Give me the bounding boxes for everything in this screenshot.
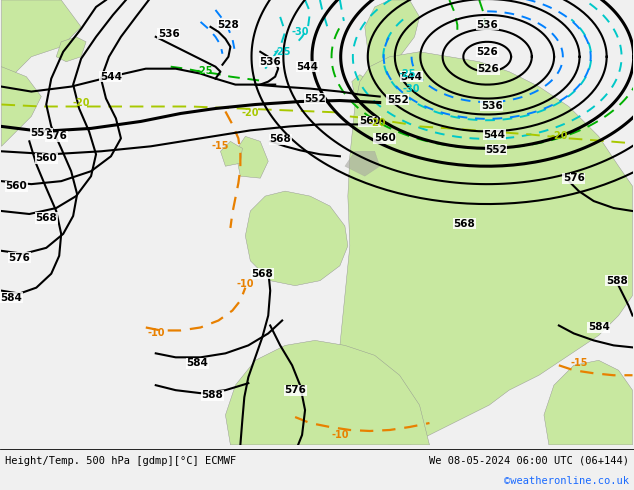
Text: 576: 576 <box>284 385 306 395</box>
Text: 526: 526 <box>476 47 498 57</box>
Text: 584: 584 <box>186 358 209 368</box>
Text: 560: 560 <box>374 133 396 144</box>
Polygon shape <box>544 360 633 445</box>
Polygon shape <box>1 0 81 76</box>
Text: -20: -20 <box>242 108 259 119</box>
Text: -10: -10 <box>331 430 349 440</box>
Text: -20: -20 <box>72 98 90 107</box>
Text: 544: 544 <box>401 72 422 82</box>
Text: -15: -15 <box>212 141 230 151</box>
Text: -10: -10 <box>147 328 164 339</box>
Text: -20: -20 <box>550 131 567 141</box>
Text: 536: 536 <box>481 101 503 111</box>
Polygon shape <box>245 191 348 286</box>
Text: -20: -20 <box>369 119 387 128</box>
Text: -30: -30 <box>292 27 309 37</box>
Text: 528: 528 <box>217 20 239 30</box>
Text: 552: 552 <box>485 145 507 155</box>
Polygon shape <box>340 52 633 445</box>
Text: -25: -25 <box>196 66 213 75</box>
Text: 568: 568 <box>251 269 273 279</box>
Text: 552: 552 <box>304 94 326 103</box>
Text: 568: 568 <box>453 219 476 229</box>
Text: 544: 544 <box>100 72 122 82</box>
Text: 536: 536 <box>476 20 498 30</box>
Text: 536: 536 <box>259 57 281 67</box>
Text: 576: 576 <box>563 173 585 183</box>
Text: -30: -30 <box>403 84 420 94</box>
Text: 536: 536 <box>158 29 179 39</box>
Text: We 08-05-2024 06:00 UTC (06+144): We 08-05-2024 06:00 UTC (06+144) <box>429 456 629 466</box>
Text: -10: -10 <box>236 279 254 289</box>
Text: -15: -15 <box>570 358 588 368</box>
Polygon shape <box>1 67 41 147</box>
Polygon shape <box>352 74 370 97</box>
Text: 576: 576 <box>45 131 67 141</box>
Text: 576: 576 <box>8 253 30 263</box>
Text: 588: 588 <box>202 390 223 400</box>
Text: Height/Temp. 500 hPa [gdmp][°C] ECMWF: Height/Temp. 500 hPa [gdmp][°C] ECMWF <box>5 456 236 466</box>
Text: 526: 526 <box>477 64 499 74</box>
Text: 568: 568 <box>36 213 57 223</box>
Text: 544: 544 <box>484 129 505 140</box>
Polygon shape <box>56 37 86 62</box>
Text: 560: 560 <box>6 181 27 191</box>
Text: 560: 560 <box>36 153 57 163</box>
Polygon shape <box>235 136 268 178</box>
Text: 588: 588 <box>605 276 628 286</box>
Polygon shape <box>226 341 429 445</box>
Text: -25: -25 <box>273 47 291 57</box>
Text: 560: 560 <box>359 117 380 126</box>
Polygon shape <box>365 0 420 72</box>
Text: 544: 544 <box>296 62 318 72</box>
Polygon shape <box>221 141 242 166</box>
Text: 552: 552 <box>30 128 52 138</box>
Text: 584: 584 <box>588 322 610 333</box>
Text: 568: 568 <box>269 134 291 145</box>
Text: ©weatheronline.co.uk: ©weatheronline.co.uk <box>504 476 629 486</box>
Text: -25: -25 <box>399 69 417 79</box>
Polygon shape <box>345 151 380 176</box>
Text: 584: 584 <box>1 293 22 303</box>
Text: 552: 552 <box>387 95 408 104</box>
